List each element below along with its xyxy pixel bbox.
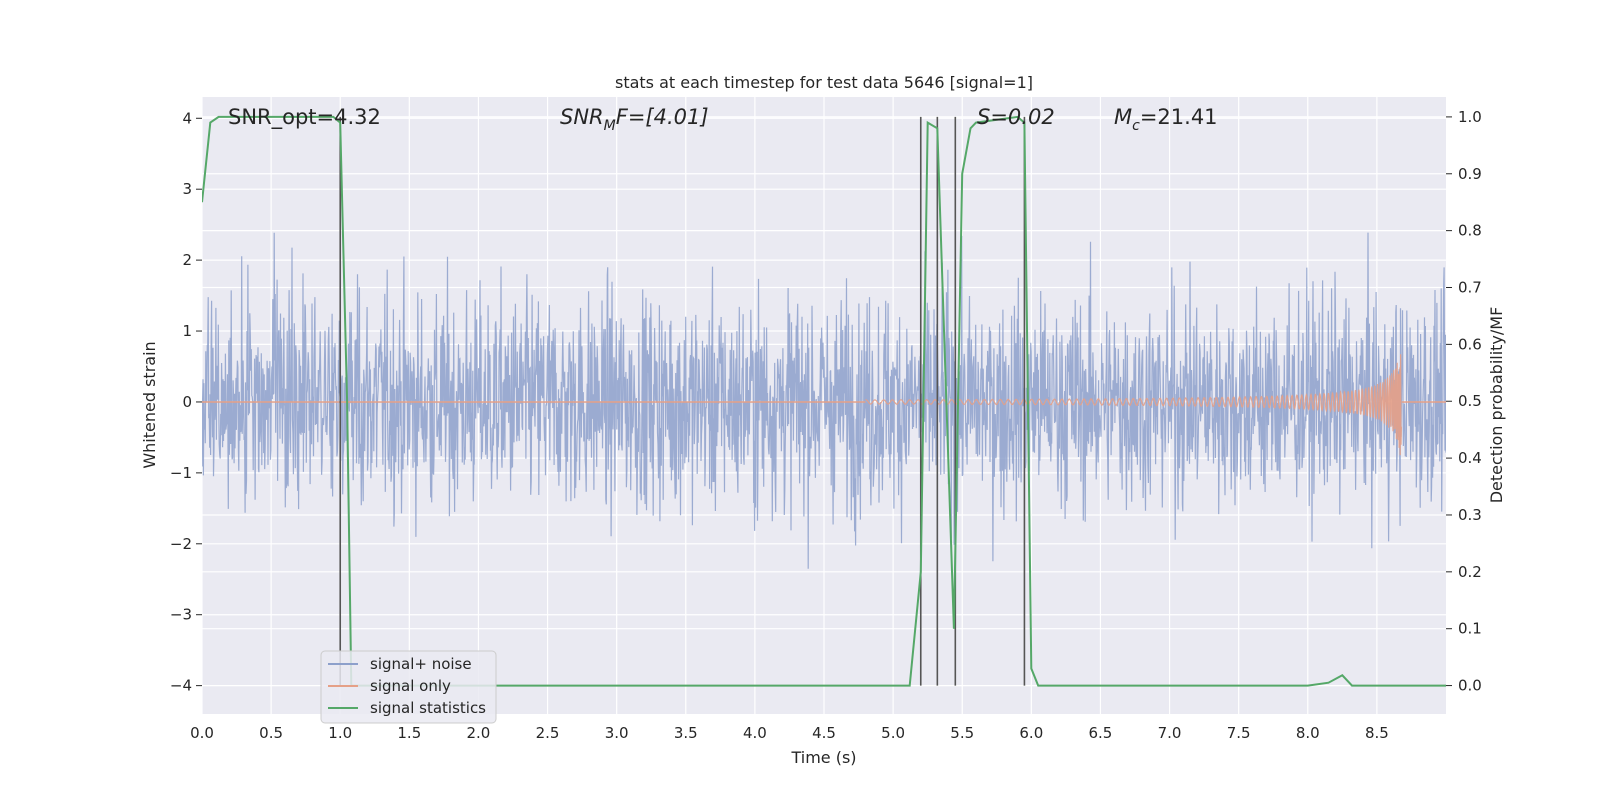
y-right-tick-label: 0.4	[1458, 449, 1482, 467]
annotation-snr-mf-rest: F=[4.01]	[616, 105, 709, 129]
data-layer	[202, 115, 1446, 687]
x-tick-label: 6.5	[1089, 724, 1113, 742]
legend-box	[320, 650, 497, 724]
y-right-axis-label: Detection probability/MF	[1487, 307, 1506, 504]
y-right-tick-label: 1.0	[1458, 108, 1482, 126]
legend-label-signal-noise: signal+ noise	[370, 655, 472, 673]
y-right-tick-label: 0.9	[1458, 165, 1482, 183]
x-tick-label: 2.0	[467, 724, 491, 742]
y-right-tick-label: 0.6	[1458, 335, 1482, 353]
annotation-mc-rest: =21.41	[1140, 105, 1218, 129]
series-signal-noise-line	[202, 232, 1446, 569]
x-tick-label: 0.0	[190, 724, 214, 742]
legend-label-signal-only: signal only	[370, 677, 451, 695]
annotation-s-stat-text: S=0.02	[977, 105, 1055, 129]
y-left-tick-label: 4	[182, 109, 192, 127]
annotation-snr-mf-sub: M	[604, 118, 616, 134]
legend-label-signal-statistics: signal statistics	[370, 699, 486, 717]
annotation-mc: Mc=21.41	[1114, 105, 1218, 134]
x-tick-label: 7.0	[1158, 724, 1182, 742]
y-right-tick-labels: 1.0 0.9 0.8 0.7 0.6 0.5 0.4 0.3 0.2 0.1 0.0	[1446, 108, 1482, 695]
annotation-mc-base: M	[1114, 105, 1132, 129]
x-tick-labels: 0.0 0.5 1.0 1.5 2.0 2.5 3.0 3.5 4.0 4.5 5.0 5.5 6.0 6…	[190, 724, 1389, 742]
chart-title: stats at each timestep for test data 564…	[615, 73, 1033, 92]
y-right-tick-label: 0.1	[1458, 620, 1482, 638]
x-tick-label: 1.0	[328, 724, 352, 742]
y-left-tick-label: 1	[182, 322, 192, 340]
annotation-mc-sub: c	[1132, 118, 1140, 134]
y-left-tick-label: −2	[170, 535, 192, 553]
y-left-tick-label: −3	[170, 606, 192, 624]
x-tick-label: 8.5	[1365, 724, 1389, 742]
y-left-axis-label: Whitened strain	[140, 341, 159, 468]
annotation-snr-opt: SNR_opt=4.32	[228, 105, 381, 130]
x-tick-label: 5.0	[881, 724, 905, 742]
y-right-tick-label: 0.2	[1458, 563, 1482, 581]
annotation-snr-mf-base: SNR	[560, 105, 604, 129]
y-right-tick-label: 0.0	[1458, 677, 1482, 695]
x-tick-label: 6.0	[1019, 724, 1043, 742]
x-tick-label: 4.5	[812, 724, 836, 742]
y-left-tick-label: −1	[170, 464, 192, 482]
legend: signal+ noise signal only signal statist…	[320, 650, 497, 724]
annotation-s-stat: S=0.02	[977, 105, 1055, 129]
x-tick-label: 3.5	[674, 724, 698, 742]
series-signal-statistics-line	[202, 115, 1446, 687]
y-right-tick-label: 0.3	[1458, 506, 1482, 524]
x-tick-label: 0.5	[259, 724, 283, 742]
y-left-tick-label: 2	[182, 251, 192, 269]
x-tick-label: 3.0	[605, 724, 629, 742]
y-left-tick-label: 0	[182, 393, 192, 411]
y-right-tick-label: 0.7	[1458, 279, 1482, 297]
x-tick-label: 5.5	[950, 724, 974, 742]
x-tick-label: 8.0	[1296, 724, 1320, 742]
y-right-tick-label: 0.8	[1458, 222, 1482, 240]
y-left-tick-label: 3	[182, 180, 192, 198]
x-tick-label: 4.0	[743, 724, 767, 742]
x-tick-label: 2.5	[536, 724, 560, 742]
annotation-snr-mf: SNRMF=[4.01]	[560, 105, 709, 134]
y-left-tick-label: −4	[170, 677, 192, 695]
x-tick-label: 7.5	[1227, 724, 1251, 742]
x-tick-label: 1.5	[397, 724, 421, 742]
x-axis-label: Time (s)	[790, 748, 856, 767]
y-left-tick-labels: 4 3 2 1 0 −1 −2 −3 −4	[170, 109, 202, 695]
y-right-tick-label: 0.5	[1458, 392, 1482, 410]
